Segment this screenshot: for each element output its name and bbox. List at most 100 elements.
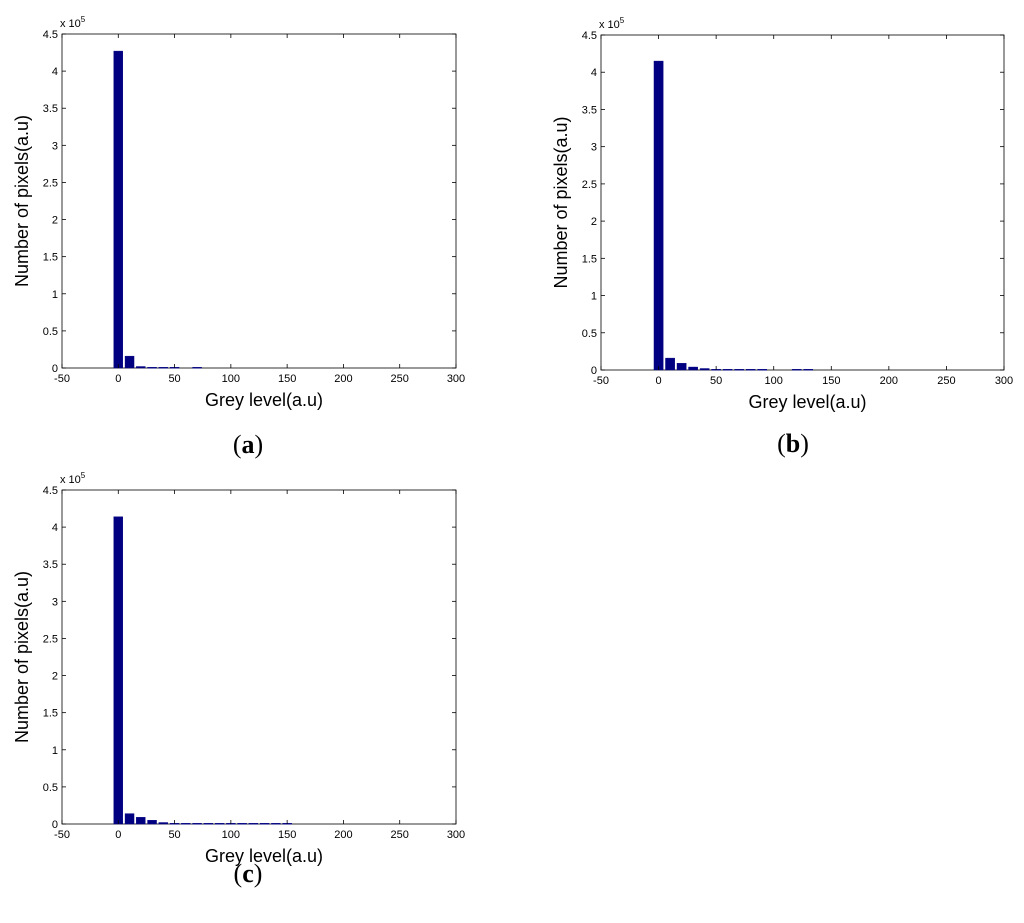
x-tick-label-b-0: -50 xyxy=(593,375,609,387)
bar-c-4 xyxy=(158,822,169,825)
bar-c-1 xyxy=(124,813,135,825)
y-multiplier-label-b: x 105 xyxy=(599,16,625,31)
bar-a-0 xyxy=(113,50,123,369)
chart-panel-b: -50 0 50 100 150 200 250 30000.511.522.533.544.… xyxy=(551,16,1013,412)
bar-c-14 xyxy=(271,823,281,825)
x-tick-label-c-2: 50 xyxy=(168,829,180,841)
chart-panel-a: -50 0 50 100 150 200 250 30000.511.522.533.544.… xyxy=(12,15,465,410)
bar-a-3 xyxy=(147,367,157,369)
x-tick-label-b-7: 300 xyxy=(995,375,1013,387)
y-multiplier-label-c: x 105 xyxy=(60,471,86,486)
bar-a-2 xyxy=(136,366,146,369)
bar-b-4 xyxy=(699,368,710,371)
bar-c-11 xyxy=(237,823,247,825)
bar-a-1 xyxy=(124,355,135,369)
y-axis-title-a: Number of pixels(a.u) xyxy=(12,115,32,287)
bar-c-3 xyxy=(147,820,157,825)
y-tick-label-c-6: 3 xyxy=(52,596,58,608)
chart-panel-c: -50 0 50 100 150 200 250 30000.511.522.533.544.… xyxy=(12,471,465,866)
y-tick-label-b-9: 4.5 xyxy=(582,30,597,42)
x-tick-label-a-7: 300 xyxy=(447,373,465,385)
bar-c-2 xyxy=(136,817,146,825)
x-tick-label-c-4: 150 xyxy=(278,829,296,841)
y-tick-label-a-5: 2.5 xyxy=(43,177,58,189)
x-tick-label-b-1: 0 xyxy=(656,375,662,387)
x-tick-label-a-4: 150 xyxy=(278,373,296,385)
bar-a-6 xyxy=(192,367,202,369)
bar-b-0 xyxy=(653,60,664,371)
x-tick-label-a-0: -50 xyxy=(54,373,70,385)
y-tick-label-c-3: 1.5 xyxy=(43,708,58,720)
x-tick-label-b-3: 100 xyxy=(765,375,783,387)
x-tick-label-a-6: 250 xyxy=(391,373,409,385)
bar-c-12 xyxy=(248,823,259,825)
panel-caption-b: (b) xyxy=(777,429,809,458)
y-tick-label-b-5: 2.5 xyxy=(582,179,597,191)
bar-b-3 xyxy=(688,366,698,371)
y-tick-label-c-4: 2 xyxy=(52,671,58,683)
bar-b-11 xyxy=(803,369,814,371)
x-tick-label-c-5: 200 xyxy=(334,829,352,841)
y-tick-label-b-6: 3 xyxy=(591,142,597,154)
bar-b-6 xyxy=(722,369,733,371)
x-tick-label-a-3: 100 xyxy=(222,373,240,385)
y-tick-label-a-2: 1 xyxy=(52,289,58,301)
y-tick-label-c-7: 3.5 xyxy=(43,559,58,571)
y-tick-label-a-9: 4.5 xyxy=(43,29,58,41)
y-tick-label-a-0: 0 xyxy=(52,363,58,375)
y-tick-label-a-4: 2 xyxy=(52,215,58,227)
panel-caption-c: (c) xyxy=(234,859,263,888)
x-tick-label-c-1: 0 xyxy=(115,829,121,841)
x-tick-label-b-4: 150 xyxy=(822,375,840,387)
x-tick-label-c-0: -50 xyxy=(54,829,70,841)
x-tick-label-a-5: 200 xyxy=(334,373,352,385)
plot-area-c xyxy=(61,489,457,825)
y-tick-label-c-1: 0.5 xyxy=(43,782,58,794)
y-tick-label-a-7: 3.5 xyxy=(43,103,58,115)
bar-c-6 xyxy=(181,823,191,825)
bar-c-7 xyxy=(192,823,202,825)
y-tick-label-c-0: 0 xyxy=(52,819,58,831)
x-tick-label-b-6: 250 xyxy=(937,375,955,387)
x-tick-label-c-3: 100 xyxy=(222,829,240,841)
bar-b-8 xyxy=(745,369,756,371)
y-tick-label-c-5: 2.5 xyxy=(43,633,58,645)
y-tick-label-b-3: 1.5 xyxy=(582,253,597,265)
bar-b-2 xyxy=(676,363,687,371)
y-multiplier-label-a: x 105 xyxy=(60,15,86,30)
x-tick-label-c-6: 250 xyxy=(391,829,409,841)
y-tick-label-b-4: 2 xyxy=(591,216,597,228)
y-tick-label-b-2: 1 xyxy=(591,291,597,303)
x-tick-label-a-1: 0 xyxy=(115,373,121,385)
y-tick-label-b-0: 0 xyxy=(591,365,597,377)
bar-b-7 xyxy=(734,369,744,371)
y-tick-label-c-9: 4.5 xyxy=(43,485,58,497)
panel-caption-a: (a) xyxy=(233,430,263,459)
x-tick-label-b-2: 50 xyxy=(710,375,722,387)
x-axis-title-b: Grey level(a.u) xyxy=(748,392,866,412)
y-tick-label-a-8: 4 xyxy=(52,66,58,78)
y-tick-label-a-3: 1.5 xyxy=(43,252,58,264)
y-tick-label-a-6: 3 xyxy=(52,140,58,152)
bar-c-9 xyxy=(214,823,225,825)
bar-c-0 xyxy=(113,516,123,825)
x-axis-title-c: Grey level(a.u) xyxy=(205,846,323,866)
x-axis-title-a: Grey level(a.u) xyxy=(205,390,323,410)
x-tick-label-a-2: 50 xyxy=(168,373,180,385)
bar-a-4 xyxy=(158,367,169,369)
y-axis-title-c: Number of pixels(a.u) xyxy=(12,571,32,743)
x-tick-label-c-7: 300 xyxy=(447,829,465,841)
x-tick-label-b-5: 200 xyxy=(880,375,898,387)
y-tick-label-b-7: 3.5 xyxy=(582,104,597,116)
plot-area-a xyxy=(61,33,457,369)
y-tick-label-b-8: 4 xyxy=(591,67,597,79)
y-tick-label-a-1: 0.5 xyxy=(43,326,58,338)
y-tick-label-c-2: 1 xyxy=(52,745,58,757)
bar-b-1 xyxy=(665,357,675,371)
bar-b-9 xyxy=(757,369,768,371)
y-axis-title-b: Number of pixels(a.u) xyxy=(551,116,571,288)
bar-b-10 xyxy=(791,369,802,371)
bar-c-13 xyxy=(259,823,270,825)
bar-c-8 xyxy=(203,823,214,825)
